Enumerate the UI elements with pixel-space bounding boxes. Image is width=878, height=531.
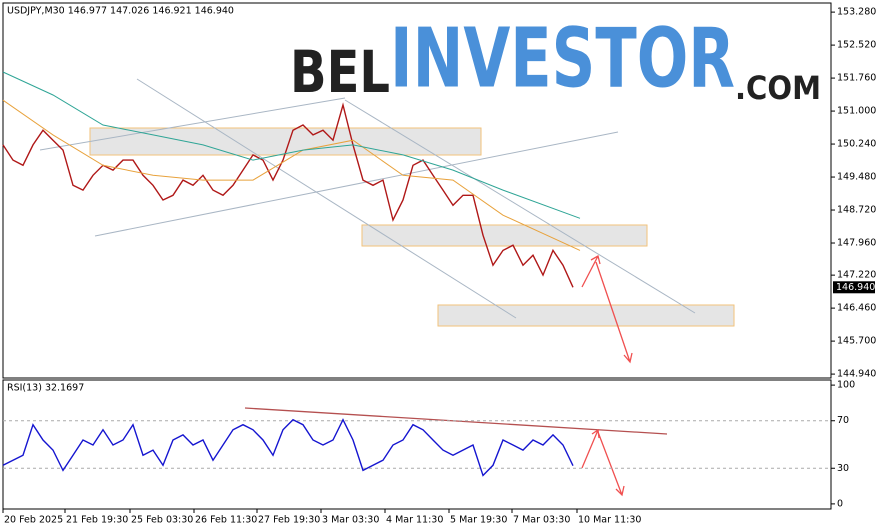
x-tick-label: 21 Feb 19:30	[66, 515, 128, 526]
series-line	[2, 102, 574, 288]
y-tick-label: 146.460	[837, 303, 876, 314]
y-tick-label: 150.240	[837, 139, 876, 150]
x-tick-label: 25 Feb 03:30	[131, 515, 193, 526]
price-panel	[2, 2, 832, 379]
x-tick-label: 3 Mar 03:30	[322, 515, 379, 526]
x-tick-label: 20 Feb 2025	[4, 515, 63, 526]
x-tick-label: 10 Mar 11:30	[578, 515, 641, 526]
y-tick-label: 152.520	[837, 40, 876, 51]
rsi-panel	[2, 379, 832, 510]
x-tick-label: 26 Feb 11:30	[195, 515, 257, 526]
trend-line	[94, 131, 619, 237]
chart-title: USDJPY,M30 146.977 147.026 146.921 146.9…	[7, 6, 234, 17]
y-tick-label: 153.280	[837, 7, 876, 18]
series-line	[2, 71, 581, 219]
x-tick-label: 5 Mar 19:30	[450, 515, 507, 526]
x-tick-label: 4 Mar 11:30	[386, 515, 443, 526]
trend-line	[344, 99, 696, 314]
zone	[361, 224, 648, 247]
y-tick-label: 147.960	[837, 238, 876, 249]
y-tick-label: 148.720	[837, 205, 876, 216]
x-tick-label: 27 Feb 19:30	[258, 515, 320, 526]
current-price-tag	[833, 281, 875, 294]
rsi-arrow	[581, 428, 625, 497]
series-line	[2, 99, 581, 251]
y-tick-label: 30	[837, 463, 849, 474]
y-tick-label: 144.940	[837, 369, 876, 380]
y-tick-label: 147.220	[837, 270, 876, 281]
y-tick-label: 149.480	[837, 172, 876, 183]
current-price-label: 146.940	[836, 282, 875, 293]
zone	[437, 304, 735, 327]
watermark: BEL INVESTOR .COM	[290, 11, 821, 107]
y-tick-label: 145.700	[837, 336, 876, 347]
trend-line	[136, 78, 517, 319]
y-tick-label: 151.000	[837, 106, 876, 117]
watermark-investor: INVESTOR	[390, 11, 735, 106]
watermark-com: .COM	[735, 69, 821, 107]
trend-line	[39, 97, 346, 151]
y-tick-label: 70	[837, 415, 849, 426]
forecast-arrow	[581, 255, 633, 364]
y-tick-label: 151.760	[837, 73, 876, 84]
x-tick-label: 7 Mar 03:30	[513, 515, 570, 526]
watermark-bel: BEL	[290, 38, 390, 106]
rsi-title: RSI(13) 32.1697	[7, 383, 84, 394]
y-tick-label: 0	[837, 498, 843, 509]
y-tick-label: 100	[837, 380, 855, 391]
series-line	[2, 418, 574, 477]
